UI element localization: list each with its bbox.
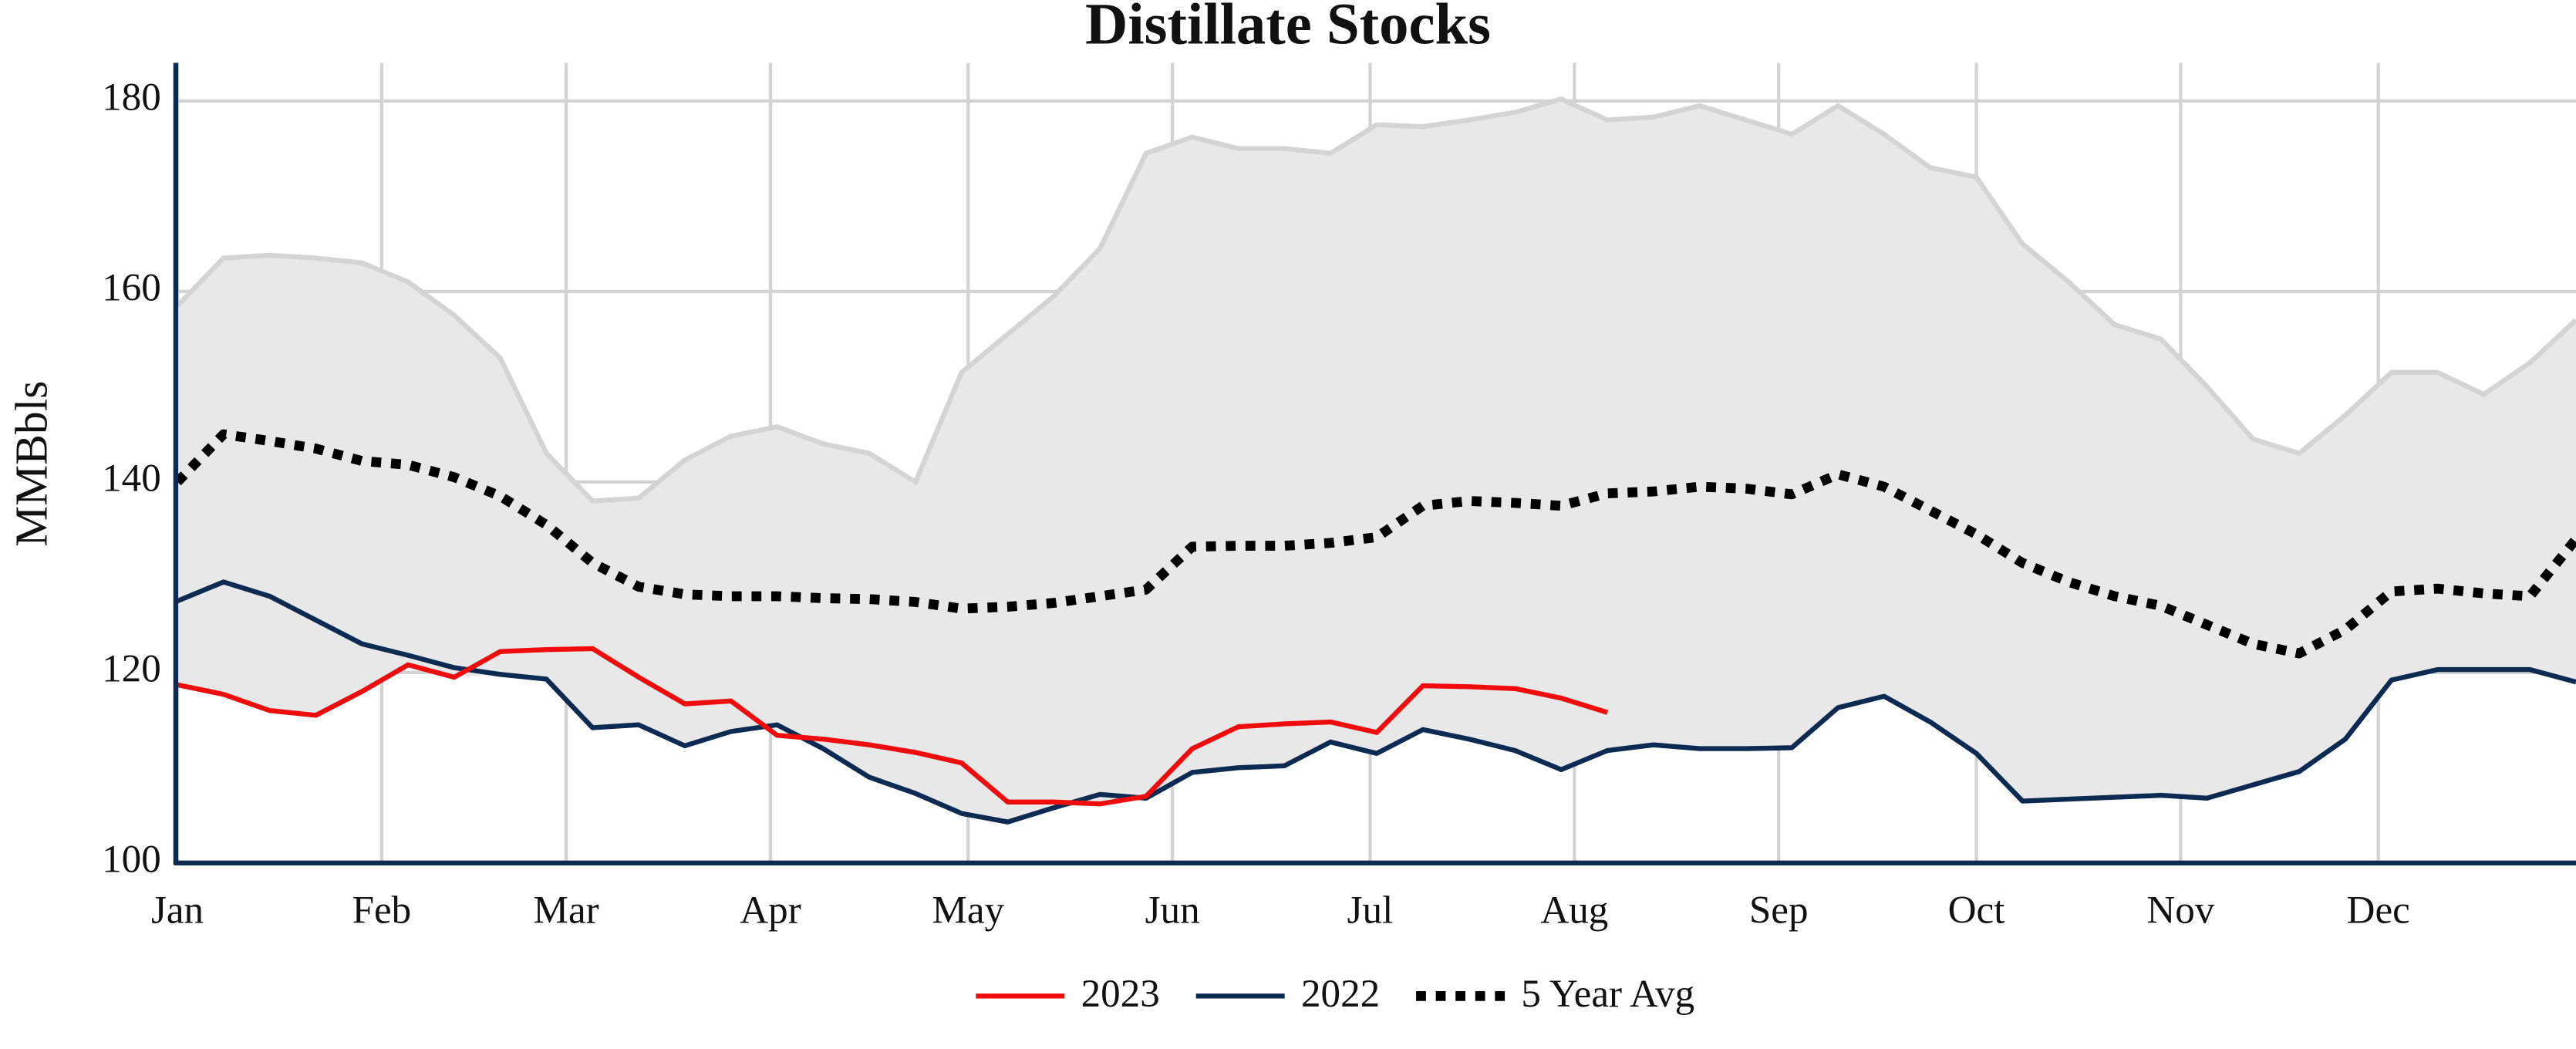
y-axis-label: MMBbls [6,380,57,546]
x-tick-label: Jun [1145,889,1200,933]
chart-title: Distillate Stocks [1085,0,1491,56]
x-tick-label: Apr [740,889,801,933]
x-tick-label: Oct [1948,889,2005,933]
plot-area [173,62,2576,865]
series-line [177,646,1609,807]
series-line [176,579,2576,825]
y-tick-label: 120 [102,647,161,691]
y-tick-label: 100 [102,838,161,882]
range-high-line [175,96,2576,504]
legend-label: 2022 [1301,972,1380,1016]
y-tick-label: 140 [102,457,161,501]
y-tick-label: 160 [102,266,161,310]
x-tick-label: May [932,889,1004,933]
x-tick-label: Nov [2146,889,2214,933]
legend-label: 2023 [1081,972,1160,1016]
x-tick-label: Sep [1749,889,1809,933]
x-tick-label: Jul [1347,889,1394,933]
y-tick-label: 180 [102,76,161,120]
legend-label: 5 Year Avg [1521,972,1694,1016]
x-tick-label: Dec [2347,889,2410,933]
legend: 2023 2022 5 Year Avg [976,972,1694,1016]
range-band [177,99,2576,822]
x-tick-label: Mar [534,889,599,933]
x-tick-label: Feb [352,889,412,933]
x-tick-label: Aug [1540,889,1608,933]
x-tick-label: Jan [151,889,204,933]
